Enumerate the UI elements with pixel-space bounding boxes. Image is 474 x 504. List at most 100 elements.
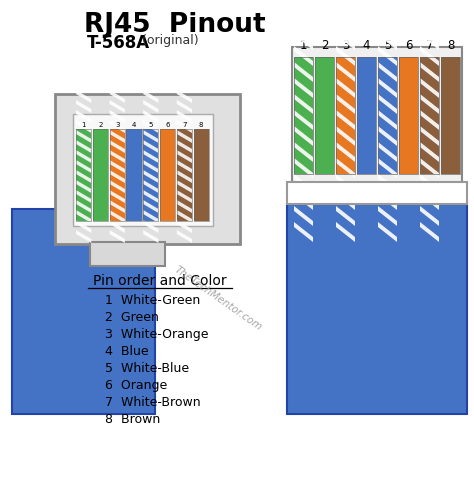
Polygon shape <box>109 180 125 193</box>
Polygon shape <box>143 130 158 143</box>
Bar <box>378 57 397 174</box>
Polygon shape <box>420 62 439 82</box>
Polygon shape <box>76 140 91 153</box>
Polygon shape <box>109 220 125 233</box>
Polygon shape <box>177 230 192 243</box>
Polygon shape <box>294 0 313 18</box>
Text: (original): (original) <box>137 34 198 47</box>
Polygon shape <box>336 174 355 194</box>
Bar <box>73 114 213 226</box>
Polygon shape <box>76 150 91 163</box>
Polygon shape <box>109 150 125 163</box>
Polygon shape <box>109 130 125 143</box>
Polygon shape <box>177 120 192 133</box>
Polygon shape <box>336 94 355 114</box>
Polygon shape <box>420 110 439 130</box>
Polygon shape <box>420 0 439 2</box>
Bar <box>294 57 313 174</box>
Bar <box>109 129 125 221</box>
Polygon shape <box>336 126 355 146</box>
Bar <box>93 129 108 221</box>
Text: 7: 7 <box>426 39 433 52</box>
Polygon shape <box>336 78 355 98</box>
Polygon shape <box>420 78 439 98</box>
Polygon shape <box>294 222 313 242</box>
Polygon shape <box>177 90 192 103</box>
Bar <box>357 57 376 174</box>
Text: TheTechMentor.com: TheTechMentor.com <box>173 265 264 333</box>
Bar <box>357 57 376 174</box>
Text: 5  White-Blue: 5 White-Blue <box>105 362 189 375</box>
Polygon shape <box>294 126 313 146</box>
Text: 7  White-Brown: 7 White-Brown <box>105 396 201 409</box>
Polygon shape <box>420 94 439 114</box>
Polygon shape <box>76 110 91 123</box>
Polygon shape <box>76 180 91 193</box>
Polygon shape <box>143 100 158 113</box>
Polygon shape <box>143 180 158 193</box>
Polygon shape <box>109 100 125 113</box>
Polygon shape <box>76 90 91 103</box>
Bar <box>336 57 355 174</box>
Polygon shape <box>143 120 158 133</box>
Polygon shape <box>177 100 192 113</box>
Bar <box>336 57 355 174</box>
Polygon shape <box>336 206 355 226</box>
Polygon shape <box>336 62 355 82</box>
Polygon shape <box>76 160 91 173</box>
Polygon shape <box>294 94 313 114</box>
Bar <box>109 129 125 221</box>
Polygon shape <box>336 14 355 34</box>
Polygon shape <box>177 130 192 143</box>
Polygon shape <box>76 130 91 143</box>
Polygon shape <box>378 142 397 162</box>
Polygon shape <box>177 210 192 223</box>
Text: 1: 1 <box>300 39 307 52</box>
Polygon shape <box>378 14 397 34</box>
Polygon shape <box>336 190 355 210</box>
Polygon shape <box>109 160 125 173</box>
Polygon shape <box>76 200 91 213</box>
Polygon shape <box>336 46 355 66</box>
Bar <box>441 57 460 174</box>
Polygon shape <box>294 62 313 82</box>
Bar <box>315 57 334 174</box>
Polygon shape <box>336 222 355 242</box>
Text: 7: 7 <box>182 122 187 128</box>
Polygon shape <box>143 80 158 93</box>
Polygon shape <box>336 142 355 162</box>
Text: 6  Orange: 6 Orange <box>105 379 167 392</box>
Text: 6: 6 <box>165 122 170 128</box>
Polygon shape <box>109 140 125 153</box>
Bar <box>160 129 175 221</box>
Polygon shape <box>294 14 313 34</box>
Polygon shape <box>143 210 158 223</box>
Polygon shape <box>109 80 125 93</box>
Polygon shape <box>109 90 125 103</box>
Text: 1: 1 <box>82 122 86 128</box>
Polygon shape <box>294 142 313 162</box>
Text: 3: 3 <box>115 122 119 128</box>
Polygon shape <box>378 0 397 2</box>
Bar <box>193 129 209 221</box>
Bar <box>315 57 334 174</box>
Text: 8: 8 <box>199 122 203 128</box>
Bar <box>399 57 418 174</box>
Polygon shape <box>336 0 355 18</box>
Bar <box>287 204 467 414</box>
Polygon shape <box>378 158 397 178</box>
Polygon shape <box>294 206 313 226</box>
Text: 4: 4 <box>363 39 370 52</box>
Text: 8  Brown: 8 Brown <box>105 413 160 426</box>
Bar <box>294 57 313 174</box>
Polygon shape <box>109 120 125 133</box>
Polygon shape <box>76 220 91 233</box>
Polygon shape <box>109 200 125 213</box>
Polygon shape <box>76 190 91 203</box>
Polygon shape <box>143 110 158 123</box>
Polygon shape <box>177 110 192 123</box>
Text: 4  Blue: 4 Blue <box>105 345 149 358</box>
Polygon shape <box>109 210 125 223</box>
Text: 6: 6 <box>405 39 412 52</box>
Polygon shape <box>378 126 397 146</box>
